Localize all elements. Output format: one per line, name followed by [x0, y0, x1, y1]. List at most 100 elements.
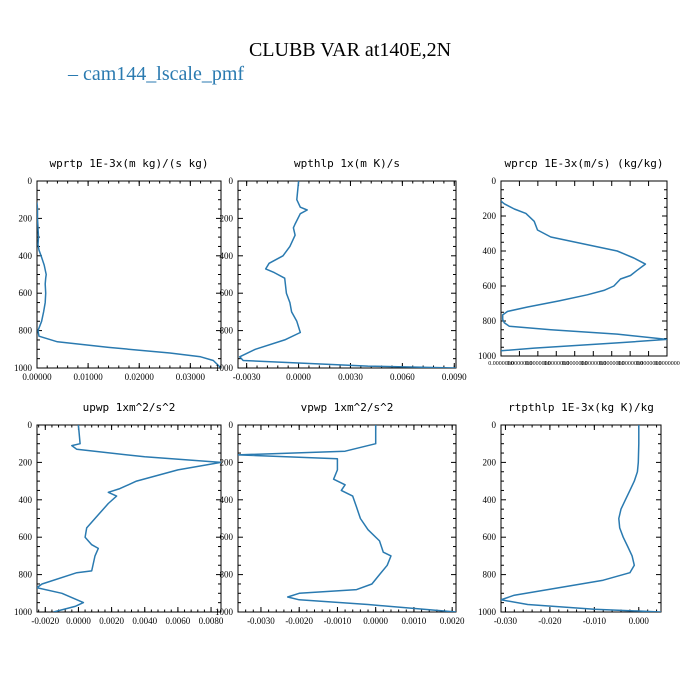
panel-title: wpthlp 1x(m K)/s [294, 157, 400, 170]
legend-entry: – cam144_lscale_pmf [67, 63, 244, 85]
panels: wprtp 1E-3x(m kg)/(s kg) 0 200 400 600 800 100… [14, 157, 680, 626]
y-tick-label: 200 [483, 457, 497, 467]
y-tick-label: 600 [483, 281, 497, 291]
y-tick-label: 1000 [215, 607, 234, 617]
x-tick-label: -0.020 [538, 616, 562, 626]
panel-title: wprcp 1E-3x(m/s) (kg/kg) [505, 157, 664, 170]
panel-title: wprtp 1E-3x(m kg)/(s kg) [50, 157, 209, 170]
y-tick-label: 400 [483, 495, 497, 505]
y-tick-label: 600 [19, 288, 33, 298]
y-tick-label: 800 [220, 326, 234, 336]
x-tick-label: -0.0030 [247, 616, 275, 626]
x-tick-label: 0.0000 [363, 616, 388, 626]
y-tick-label: 0 [28, 420, 33, 430]
panel-4: upwp 1xm^2/s^2 0 200 400 600 800 1000-0.0020 0.… [14, 401, 224, 626]
y-tick-label: 200 [483, 211, 497, 221]
x-tick-label: 0.0000 [66, 616, 91, 626]
legend-dash: – [67, 63, 83, 85]
y-tick-label: 400 [220, 251, 234, 261]
x-tick-label: 0.0000000 [617, 361, 643, 367]
plot-frame [36, 424, 222, 613]
x-tick-label: 0.0000000 [581, 361, 607, 367]
y-tick-label: 800 [19, 570, 33, 580]
y-tick-label: 200 [19, 457, 33, 467]
x-tick-label: 0.0020 [99, 616, 124, 626]
plot-frame [237, 180, 457, 369]
x-tick-label: 0.0000000 [525, 361, 551, 367]
x-tick-label: 0.0020 [440, 616, 465, 626]
x-tick-label: -0.0020 [285, 616, 313, 626]
panel-5: vpwp 1xm^2/s^2 0 200 400 600 800 1000 -0.0030 -0… [215, 401, 465, 626]
y-tick-label: 800 [483, 316, 497, 326]
x-tick-label: -0.010 [583, 616, 607, 626]
series-line [37, 202, 221, 368]
y-tick-label: 200 [220, 457, 234, 467]
x-tick-label: 0.0000000 [488, 361, 514, 367]
y-tick-label: 1000 [14, 607, 33, 617]
x-tick-label: 0.0010 [402, 616, 427, 626]
y-tick-label: 1000 [478, 351, 497, 361]
plot-frame [36, 180, 222, 369]
x-tick-label: -0.030 [494, 616, 518, 626]
series-line [238, 181, 456, 368]
series-line [501, 200, 667, 352]
x-tick-label: 0.000 [629, 616, 650, 626]
x-tick-label: 0.0000 [286, 372, 311, 382]
x-tick-label: 0.0060 [166, 616, 191, 626]
y-tick-label: 1000 [14, 363, 33, 373]
x-tick-label: 0.0000000 [654, 361, 680, 367]
y-tick-label: 600 [483, 532, 497, 542]
legend-label: cam144_lscale_pmf [83, 63, 244, 85]
plot-frame [500, 180, 668, 357]
y-tick-label: 1000 [215, 363, 234, 373]
y-tick-label: 0 [229, 176, 234, 186]
y-tick-label: 200 [220, 213, 234, 223]
x-tick-label: 0.0040 [132, 616, 157, 626]
x-tick-label: -0.0030 [233, 372, 261, 382]
y-tick-label: 0 [492, 176, 497, 186]
y-tick-label: 400 [19, 495, 33, 505]
y-tick-label: 800 [19, 326, 33, 336]
y-tick-label: 800 [220, 570, 234, 580]
x-tick-label: 0.0000000 [636, 361, 662, 367]
x-tick-label: 0.01000 [73, 372, 103, 382]
x-tick-label: 0.0080 [199, 616, 224, 626]
y-tick-label: 600 [19, 532, 33, 542]
panel-3: wprcp 1E-3x(m/s) (kg/kg) 0 200 400 600 800 100… [478, 157, 680, 367]
figure-title: CLUBB VAR at140E,2N [249, 39, 451, 61]
y-tick-label: 400 [483, 246, 497, 256]
panel-6: rtpthlp 1E-3x(kg K)/kg02004006008001000-… [478, 401, 662, 626]
x-tick-label: 0.0000000 [507, 361, 533, 367]
x-tick-label: 0.00000 [22, 372, 52, 382]
y-tick-label: 200 [19, 213, 33, 223]
y-tick-label: 400 [19, 251, 33, 261]
panel-title: upwp 1xm^2/s^2 [83, 401, 176, 414]
y-tick-label: 600 [220, 288, 234, 298]
x-tick-label: 0.03000 [176, 372, 206, 382]
series-line [37, 425, 221, 612]
y-tick-label: 600 [220, 532, 234, 542]
x-tick-label: 0.02000 [125, 372, 155, 382]
x-tick-label: 0.0030 [338, 372, 363, 382]
y-tick-label: 0 [492, 420, 497, 430]
x-tick-label: 0.0000000 [562, 361, 588, 367]
x-tick-label: -0.0020 [31, 616, 59, 626]
y-tick-label: 0 [28, 176, 33, 186]
series-line [238, 425, 456, 612]
x-tick-label: -0.0010 [324, 616, 352, 626]
y-tick-label: 0 [229, 420, 234, 430]
y-tick-label: 400 [220, 495, 234, 505]
panel-1: wprtp 1E-3x(m kg)/(s kg) 0 200 400 600 800 100… [14, 157, 222, 382]
legend: – cam144_lscale_pmf [67, 63, 244, 85]
x-tick-label: 0.0000000 [544, 361, 570, 367]
panel-title: vpwp 1xm^2/s^2 [301, 401, 394, 414]
series-line [501, 425, 661, 612]
x-tick-label: 0.0000000 [599, 361, 625, 367]
x-tick-label: 0.0090 [442, 372, 467, 382]
y-tick-label: 800 [483, 570, 497, 580]
y-tick-label: 1000 [478, 607, 497, 617]
panel-title: rtpthlp 1E-3x(kg K)/kg [508, 401, 654, 414]
panel-2: wpthlp 1x(m K)/s 0 200 400 600 800 1000-0.0030… [215, 157, 467, 382]
x-tick-label: 0.0060 [390, 372, 415, 382]
